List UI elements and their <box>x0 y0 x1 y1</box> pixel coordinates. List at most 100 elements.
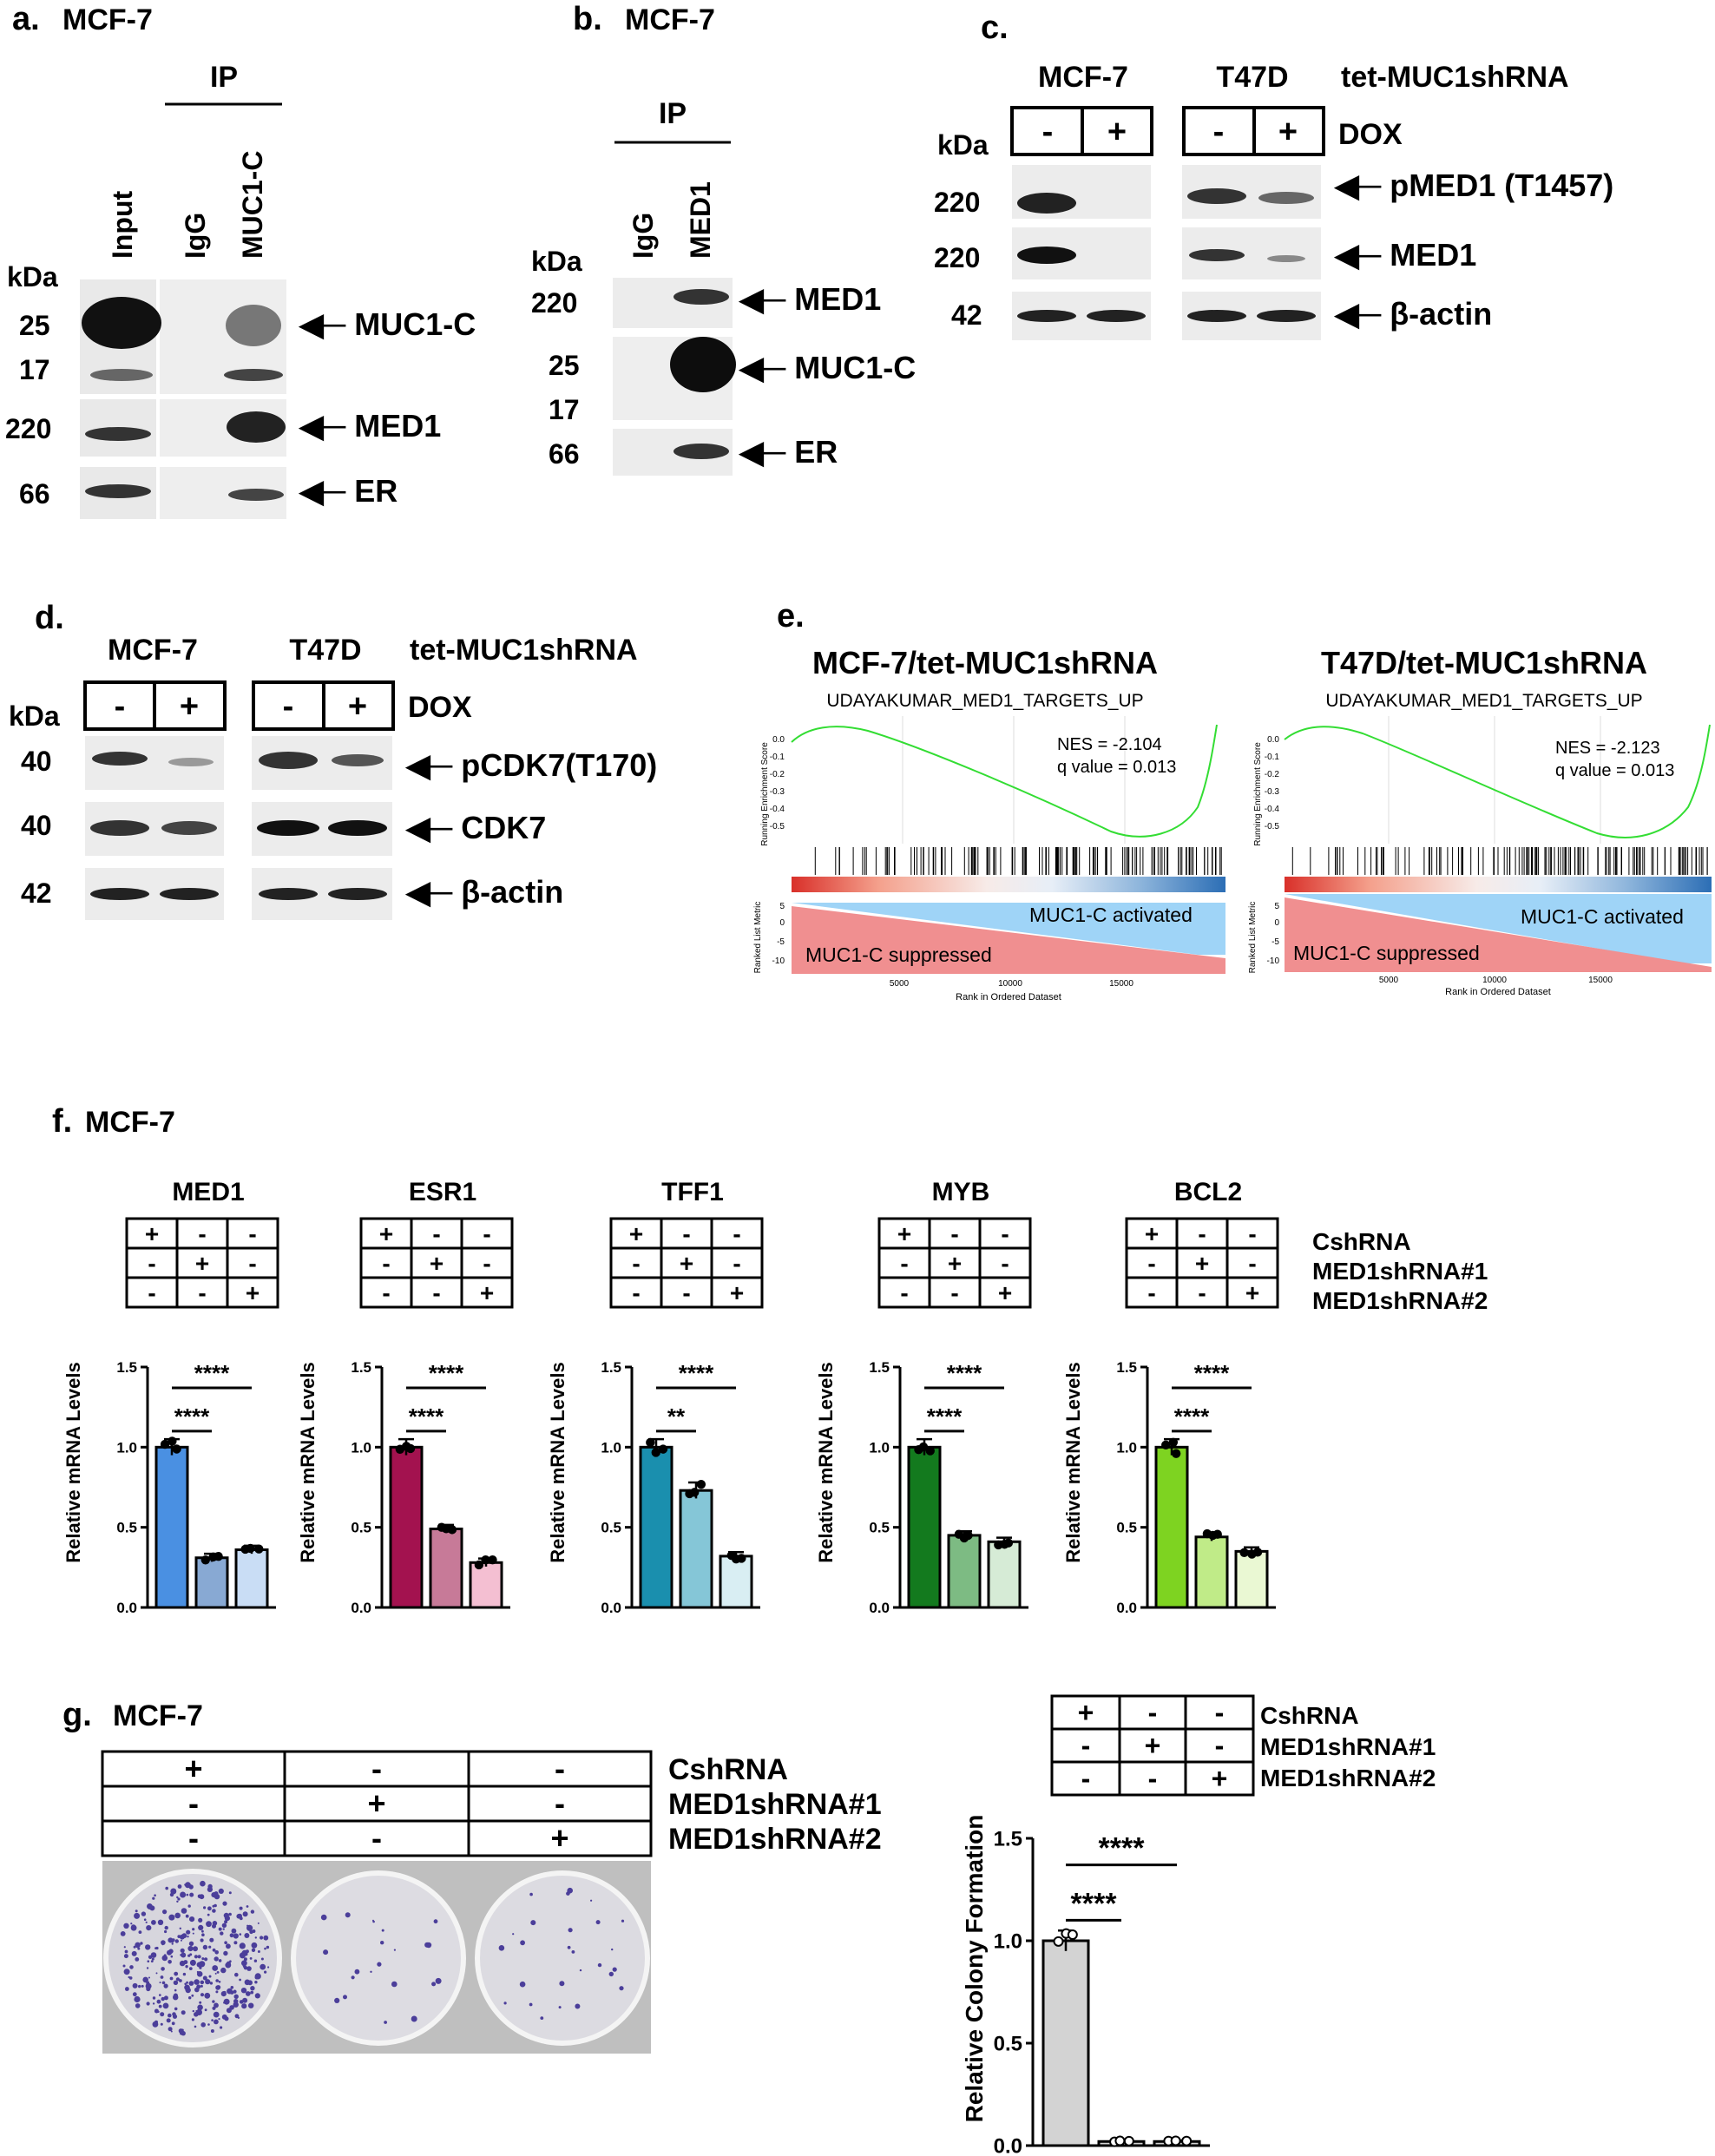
colony-dot <box>161 1967 165 1971</box>
colony-dot <box>157 1919 164 1925</box>
colony-dot <box>233 1994 239 1999</box>
tick: -0.4 <box>1265 805 1280 814</box>
colony-dot <box>123 1946 126 1949</box>
data-point <box>1053 1936 1064 1947</box>
colony-dot <box>186 1929 191 1935</box>
colony-dot <box>224 1916 230 1922</box>
panel-c-cell-t47d: T47D <box>1216 61 1288 94</box>
suppressed-label: MUC1-C suppressed <box>1293 942 1480 964</box>
gsea-plot-t47d: T47D/tet-MUC1shRNA UDAYAKUMAR_MED1_TARGE… <box>1248 645 1712 997</box>
sign: - <box>900 1250 908 1277</box>
colony-dot <box>176 1900 179 1903</box>
colony-dot <box>218 1888 224 1894</box>
colony-dot <box>163 1954 167 1957</box>
colony-dot <box>134 1995 141 2003</box>
colony-dot <box>377 1962 382 1967</box>
y-axis-label: Relative mRNA Levels <box>547 1362 568 1563</box>
colony-dot <box>150 1960 154 1963</box>
sign: - <box>382 1250 390 1277</box>
colony-dot <box>435 1977 442 1984</box>
colony-dot <box>160 2022 163 2026</box>
x-axis-label: Rank in Ordered Dataset <box>1445 987 1551 997</box>
colony-dot <box>142 1976 148 1983</box>
bar <box>1041 1939 1090 2147</box>
sign: + <box>1278 114 1298 150</box>
band <box>1257 310 1316 322</box>
significance-label: **** <box>927 1403 963 1430</box>
sign: - <box>1198 1279 1206 1306</box>
colony-dot <box>185 1914 189 1918</box>
colony-y-axis-label: Relative Colony Formation <box>961 1815 988 2123</box>
panel-c-cell-mcf7: MCF-7 <box>1038 61 1128 94</box>
data-point <box>200 1555 211 1565</box>
data-point <box>658 1444 668 1454</box>
data-point <box>160 1439 170 1449</box>
colony-dot <box>530 1920 536 1926</box>
colony-dot <box>425 1942 432 1949</box>
data-point <box>1239 1548 1249 1557</box>
metric-axis-label: Ranked List Metric <box>753 902 763 974</box>
band <box>332 754 384 766</box>
panel-a-kda: kDa <box>7 261 58 293</box>
colony-dot <box>212 1948 216 1952</box>
band <box>226 305 281 346</box>
tick: 5 <box>779 902 785 911</box>
sign: - <box>1081 1763 1091 1794</box>
colony-dot <box>218 1981 221 1983</box>
arrow-icon: ◀─ <box>404 874 461 910</box>
band-label: ER <box>794 434 838 470</box>
colony-dot <box>170 1955 174 1958</box>
colony-dot <box>216 1985 221 1990</box>
sign: + <box>1195 1250 1209 1277</box>
y-tick-label: 0.0 <box>869 1600 890 1616</box>
panel-d-marker: 40 <box>21 810 52 841</box>
panel-d-construct: tet-MUC1shRNA <box>410 634 638 667</box>
y-tick-label: 1.0 <box>116 1439 137 1456</box>
colony-dot <box>148 1976 150 1979</box>
colony-dot <box>241 2003 247 2009</box>
colony-dot <box>204 1992 211 1999</box>
band <box>328 820 387 836</box>
data-point <box>254 1544 264 1554</box>
y-tick-label: 0.5 <box>994 2033 1022 2056</box>
bar <box>234 1548 269 1609</box>
arrow-icon: ◀─ <box>298 306 354 342</box>
sign: - <box>950 1220 958 1247</box>
band <box>1017 246 1076 264</box>
data-point <box>488 1555 497 1565</box>
colony-dot <box>519 1981 526 1988</box>
colony-dot <box>393 1949 396 1951</box>
sign: - <box>248 1250 256 1277</box>
arrow-icon: ◀─ <box>404 747 461 783</box>
colony-dot <box>154 1894 156 1896</box>
sign: + <box>430 1250 444 1277</box>
panel-a-cell-line: MCF-7 <box>62 3 153 36</box>
data-point <box>168 1436 177 1446</box>
data-point <box>1212 1529 1222 1539</box>
colony-dot <box>250 1986 255 1991</box>
colony-dot <box>224 1920 228 1924</box>
colony-dot <box>200 1980 205 1985</box>
sign: + <box>730 1279 744 1306</box>
y-tick-label: 1.0 <box>351 1439 371 1456</box>
colony-dot <box>247 1980 253 1986</box>
data-point <box>646 1437 655 1448</box>
colony-dot <box>129 1965 134 1969</box>
sign: + <box>998 1279 1012 1306</box>
tick: -5 <box>777 937 785 947</box>
gsea-nes: NES = -2.123 <box>1555 739 1660 758</box>
data-point <box>246 1543 255 1554</box>
panel-b-marker-25: 25 <box>549 350 580 381</box>
colony-dot <box>194 1955 198 1959</box>
sign: + <box>367 1785 385 1821</box>
colony-dot <box>185 1965 188 1969</box>
sign: - <box>1081 1730 1091 1761</box>
gsea-gene-set: UDAYAKUMAR_MED1_TARGETS_UP <box>1325 691 1642 711</box>
colony-dot <box>248 2002 254 2008</box>
y-tick-label: 0.0 <box>116 1600 137 1616</box>
colony-dot <box>174 1912 181 1919</box>
band <box>92 752 148 766</box>
colony-dot <box>254 1993 260 1999</box>
panel-e-letter: e. <box>777 598 805 634</box>
colony-dot <box>135 1942 141 1949</box>
